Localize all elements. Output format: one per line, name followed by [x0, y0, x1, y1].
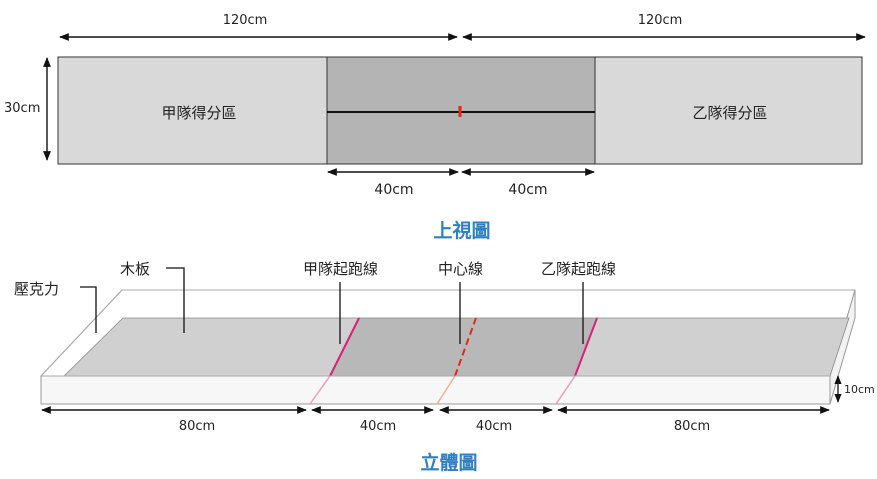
board-right-zone — [574, 317, 850, 377]
board-label: 木板 — [120, 260, 150, 278]
acrylic-left-edge — [40, 289, 123, 377]
iso-dim-3-label: 40cm — [476, 419, 512, 434]
height-label: 30cm — [4, 101, 40, 116]
team-b-zone-label: 乙隊得分區 — [692, 104, 767, 122]
iso-view: 壓克力 木板 甲隊起跑線 中心線 乙隊起跑線 10cm 80cm 40cm 40… — [14, 260, 875, 474]
iso-dim-4-label: 80cm — [674, 419, 710, 434]
center-line-label: 中心線 — [438, 260, 483, 278]
iso-dim-1-label: 80cm — [179, 419, 215, 434]
team-a-start-line-front — [309, 375, 331, 405]
acrylic-label: 壓克力 — [14, 280, 59, 298]
team-b-start-line — [574, 317, 598, 377]
team-a-zone — [57, 56, 328, 165]
team-a-zone-label: 甲隊得分區 — [161, 104, 236, 122]
team-b-zone — [594, 56, 863, 165]
board-center-zone — [329, 317, 598, 377]
acrylic-leader — [80, 286, 97, 333]
center-dim-left-label: 40cm — [374, 182, 413, 198]
width-label-right: 120cm — [638, 13, 683, 28]
top-view: 120cm 120cm 30cm 甲隊得分區 乙隊得分區 40cm 40cm 上… — [4, 13, 866, 242]
team-b-start-label: 乙隊起跑線 — [541, 260, 616, 278]
board-left-zone — [63, 317, 360, 377]
top-view-title: 上視圖 — [433, 219, 490, 242]
iso-view-title: 立體圖 — [420, 451, 477, 474]
board-leader — [166, 267, 185, 333]
iso-dim-2-label: 40cm — [360, 419, 396, 434]
team-b-start-line-front — [555, 375, 576, 405]
width-label-left: 120cm — [223, 13, 268, 28]
iso-height-label: 10cm — [844, 383, 875, 396]
acrylic-front-face — [40, 375, 831, 405]
center-dim-right-label: 40cm — [508, 182, 547, 198]
team-a-start-label: 甲隊起跑線 — [303, 260, 378, 278]
center-line-front — [436, 375, 456, 405]
team-a-start-line — [329, 317, 360, 377]
